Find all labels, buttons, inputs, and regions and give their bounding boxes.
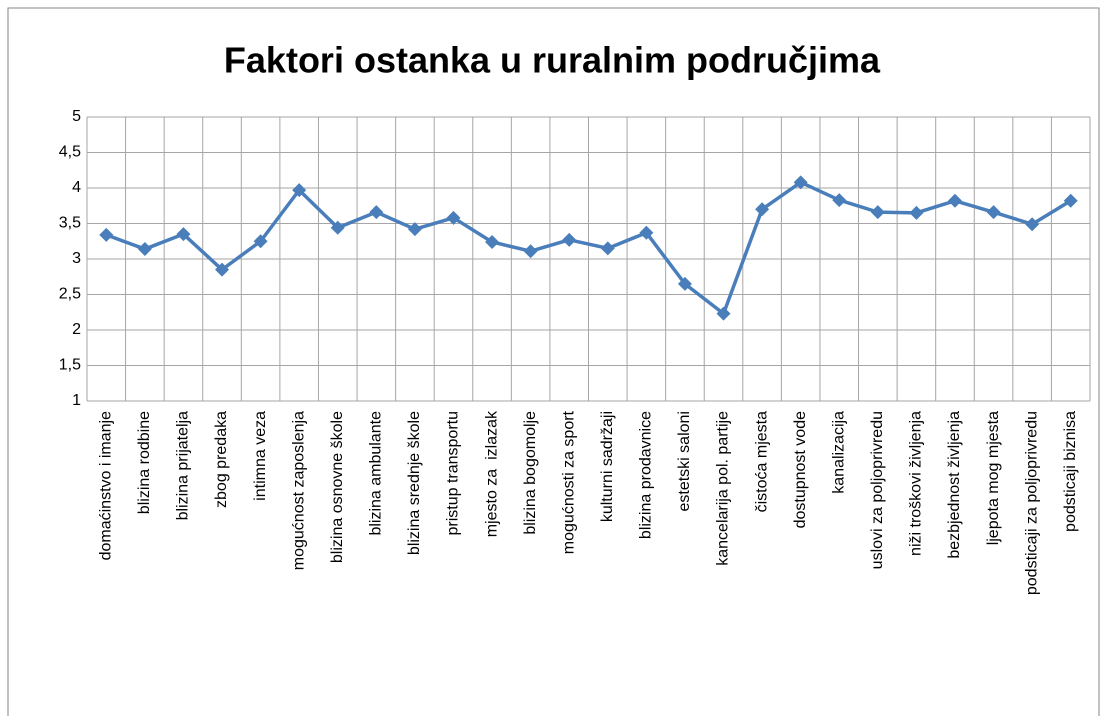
marker: [870, 205, 885, 220]
y-tick-label: 3,5: [59, 215, 81, 232]
y-tick-label: 2,5: [59, 286, 81, 303]
x-tick-label: mogućnosti za sport: [560, 410, 577, 554]
x-tick-label: domaćinstvo i imanje: [98, 411, 115, 561]
x-tick-label: blizina srednje škole: [406, 411, 423, 555]
marker: [947, 193, 962, 208]
x-tick-label: zbog predaka: [213, 411, 230, 508]
marker: [986, 205, 1001, 220]
marker: [330, 220, 345, 235]
x-tick-label: mogućnost zaposlenja: [290, 411, 307, 570]
x-tick-label: podsticaji biznisa: [1062, 411, 1079, 532]
marker: [292, 183, 307, 198]
y-tick-label: 4,5: [59, 144, 81, 161]
x-tick-label: dostupnost vode: [792, 411, 809, 529]
x-tick-label: kancelarija pol. partije: [715, 411, 732, 566]
marker: [176, 227, 191, 242]
marker: [639, 225, 654, 240]
y-tick-label: 1: [72, 392, 81, 409]
x-tick-label: blizina osnovne škole: [329, 411, 346, 563]
x-tick-label: pristup transportu: [445, 411, 462, 536]
marker: [99, 227, 114, 242]
x-tick-label: uslovi za poljoprivredu: [869, 411, 886, 569]
x-tick-label: bezbjednost življenja: [946, 411, 963, 559]
x-tick-label: estetski saloni: [676, 411, 693, 512]
x-tick-label: niži troškovi življenja: [908, 411, 925, 556]
marker: [446, 210, 461, 225]
marker: [793, 175, 808, 190]
x-tick-label: blizina rodbine: [136, 411, 153, 514]
y-tick-label: 5: [72, 108, 81, 125]
marker: [1025, 217, 1040, 232]
x-tick-label: kulturni sadržaji: [599, 411, 616, 522]
x-tick-label: mjesto za izlazak: [483, 410, 500, 537]
marker: [215, 262, 230, 277]
marker: [253, 234, 268, 249]
y-tick-label: 1,5: [59, 357, 81, 374]
marker: [137, 242, 152, 257]
x-tick-label: blizina prodavnice: [638, 411, 655, 539]
marker: [755, 202, 770, 217]
x-tick-label: blizina prijatelja: [175, 411, 192, 520]
x-tick-label: blizina ambulante: [368, 411, 385, 536]
x-tick-label: podsticaji za poljoprivredu: [1023, 411, 1040, 595]
marker: [832, 193, 847, 208]
marker: [716, 306, 731, 321]
marker: [369, 205, 384, 220]
marker: [562, 232, 577, 247]
y-tick-label: 4: [72, 179, 81, 196]
marker: [523, 244, 538, 259]
chart-frame: [7, 7, 1100, 716]
x-tick-label: intimna veza: [252, 411, 269, 501]
x-tick-label: ljepota mog mjesta: [985, 411, 1002, 545]
y-tick-label: 2: [72, 321, 81, 338]
x-tick-label: čistoća mjesta: [753, 411, 770, 512]
marker: [1063, 193, 1078, 208]
x-tick-label: blizina bogomolje: [522, 411, 539, 535]
chart-title: Faktori ostanka u ruralnim područjima: [224, 40, 881, 81]
x-tick-label: kanalizacija: [830, 411, 847, 494]
marker: [677, 276, 692, 291]
marker: [600, 241, 615, 256]
marker: [407, 222, 422, 237]
y-tick-label: 3: [72, 250, 81, 267]
marker: [909, 205, 924, 220]
marker: [485, 234, 500, 249]
